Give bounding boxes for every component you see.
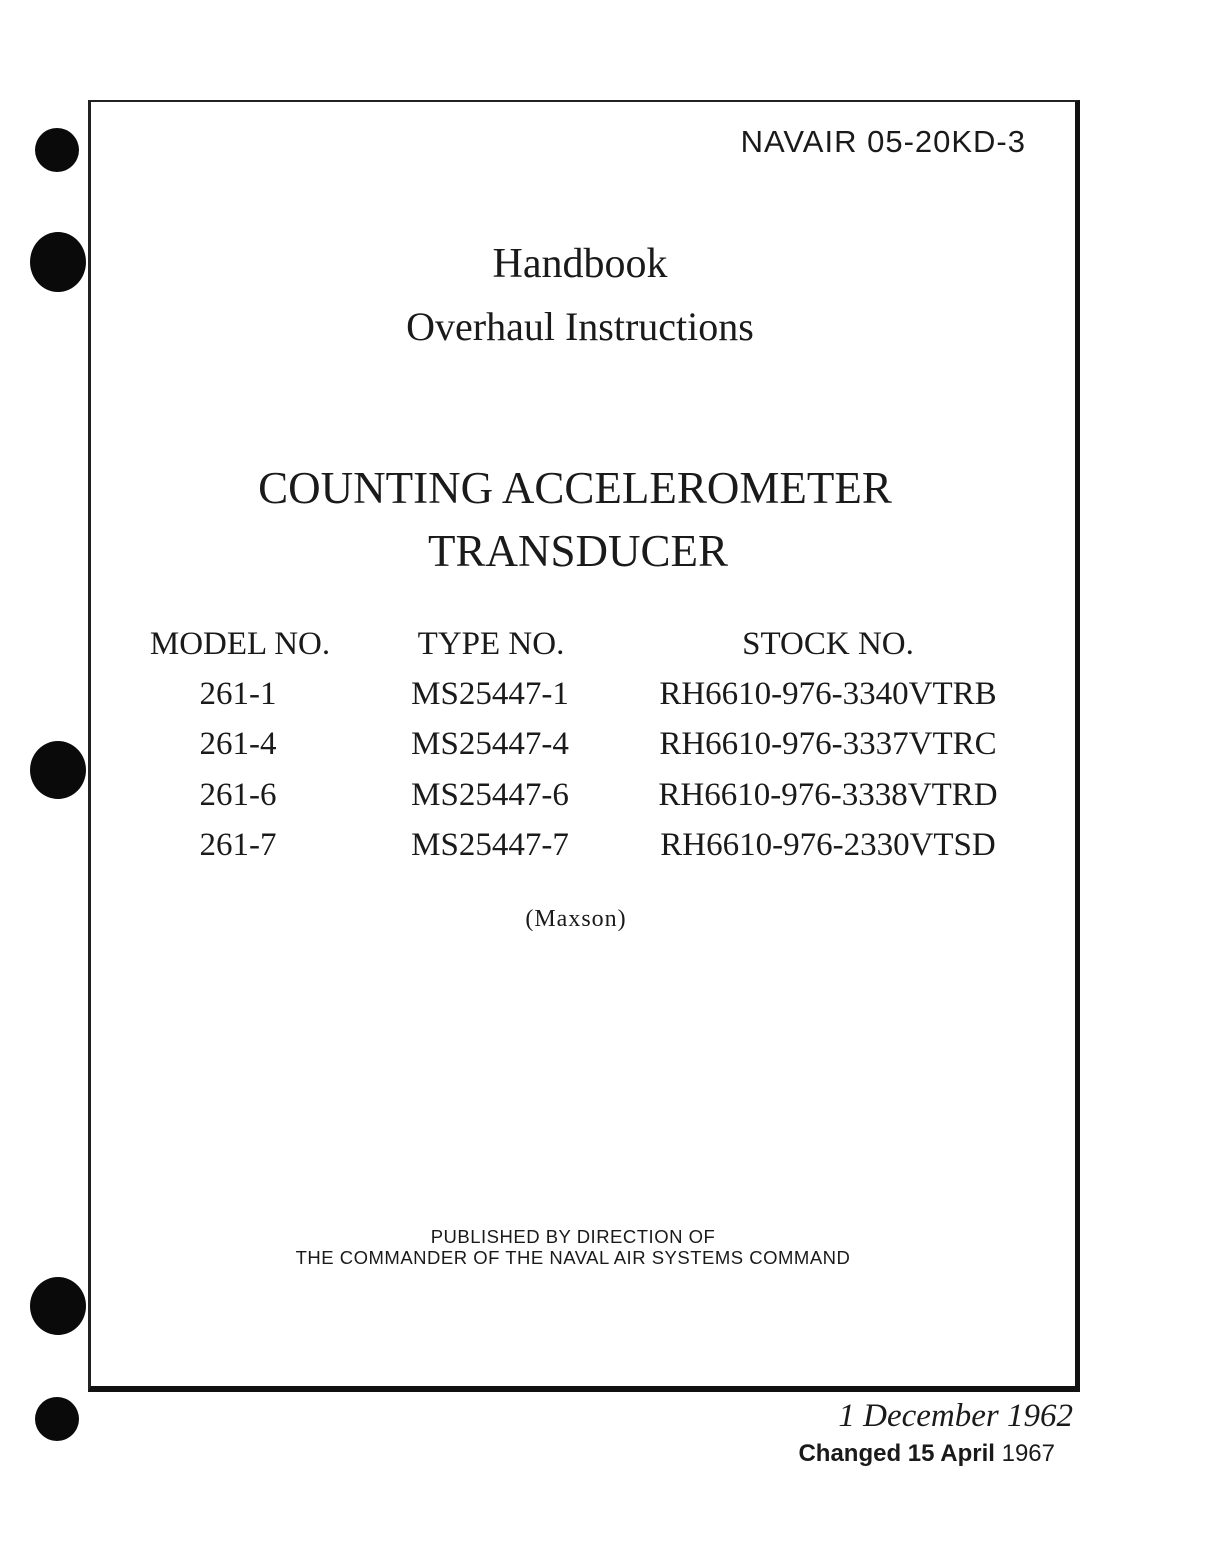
stock-cell: RH6610-976-3340VTRB	[659, 676, 997, 712]
page-border	[88, 100, 1080, 1392]
model-cell: 261-1	[199, 676, 277, 712]
change-date: Changed 15 April 1967	[798, 1440, 1055, 1468]
binder-hole	[30, 232, 86, 292]
model-cell: 261-6	[199, 777, 277, 813]
model-cell: 261-7	[199, 827, 277, 863]
change-year: 1967	[1001, 1440, 1055, 1467]
binder-hole	[30, 1277, 86, 1335]
title-handbook: Handbook	[492, 241, 668, 287]
binder-hole	[35, 128, 79, 172]
type-cell: MS25447-1	[411, 676, 569, 712]
binder-hole	[30, 741, 86, 799]
title-overhaul: Overhaul Instructions	[406, 304, 754, 349]
header-model: MODEL NO.	[149, 626, 331, 662]
model-cell: 261-4	[199, 726, 277, 762]
stock-cell: RH6610-976-3337VTRC	[659, 726, 997, 762]
publisher-line2: THE COMMANDER OF THE NAVAL AIR SYSTEMS C…	[295, 1247, 851, 1268]
document-number: NAVAIR 05-20KD-3	[740, 124, 1026, 159]
publisher-line1: PUBLISHED BY DIRECTION OF	[430, 1226, 716, 1247]
header-type: TYPE NO.	[417, 626, 565, 662]
change-label: Changed 15 April	[798, 1440, 995, 1467]
subject-line2: TRANSDUCER	[427, 526, 729, 576]
issue-date: 1 December 1962	[838, 1398, 1073, 1434]
type-cell: MS25447-7	[411, 827, 569, 863]
subject-line1: COUNTING ACCELEROMETER	[258, 463, 892, 513]
header-stock: STOCK NO.	[742, 626, 914, 662]
stock-cell: RH6610-976-2330VTSD	[660, 827, 996, 863]
manufacturer: (Maxson)	[525, 906, 627, 932]
type-cell: MS25447-4	[411, 726, 569, 762]
type-cell: MS25447-6	[411, 777, 569, 813]
stock-cell: RH6610-976-3338VTRD	[658, 777, 998, 813]
binder-hole	[35, 1397, 79, 1441]
